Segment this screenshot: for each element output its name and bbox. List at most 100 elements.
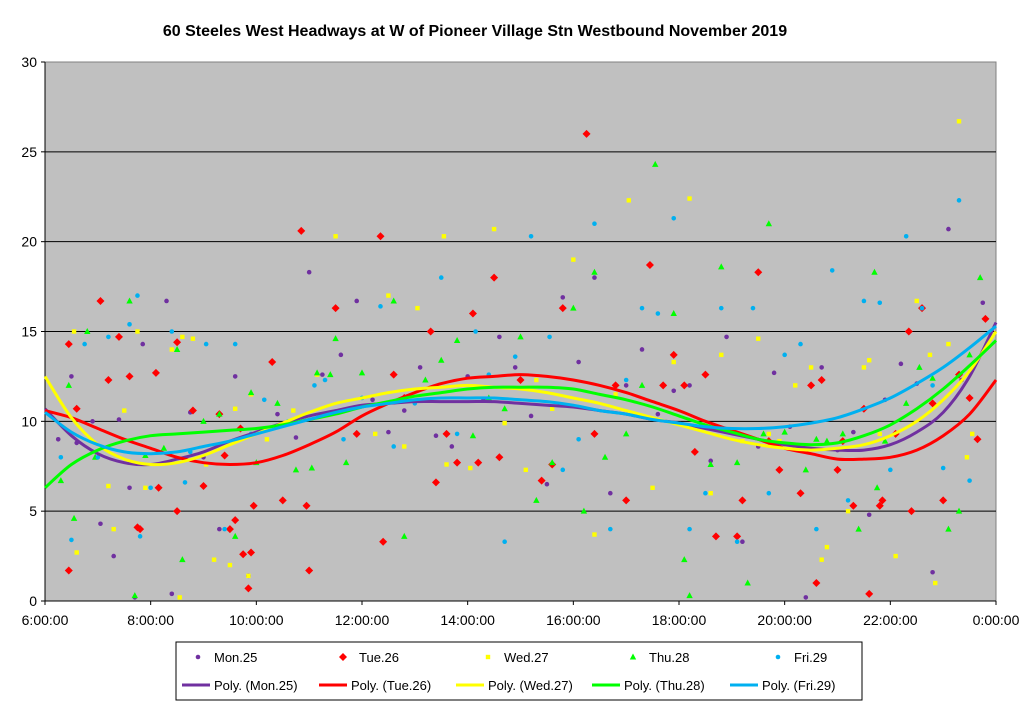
data-point-tue-26	[928, 399, 937, 408]
data-point-thu-28	[570, 304, 577, 311]
data-point-fri-29	[845, 498, 851, 503]
data-point-tue-26	[558, 304, 567, 313]
data-point-fri-29	[502, 539, 507, 545]
data-point-tue-26	[379, 537, 388, 546]
data-point-fri-29	[106, 334, 111, 340]
x-tick-label: 6:00:00	[22, 612, 69, 628]
data-point-mon-25	[592, 275, 597, 280]
y-tick-label: 5	[29, 503, 37, 519]
trendline-poly-tue-26	[44, 373, 998, 467]
data-point-fri-29	[814, 526, 819, 532]
data-point-tue-26	[865, 589, 874, 598]
data-point-wed-27	[106, 483, 111, 489]
legend-marker-fri-29	[775, 654, 781, 660]
legend-label: Poly. (Thu.28)	[624, 678, 705, 693]
data-point-tue-26	[136, 525, 145, 534]
legend-label: Poly. (Tue.26)	[351, 678, 431, 693]
data-point-fri-29	[512, 354, 518, 359]
data-point-mon-25	[55, 437, 61, 442]
data-point-wed-27	[444, 462, 449, 467]
data-point-thu-28	[686, 592, 693, 599]
legend-label: Mon.25	[214, 650, 257, 665]
data-point-thu-28	[966, 351, 973, 358]
data-point-thu-28	[601, 453, 609, 460]
data-point-mon-25	[740, 539, 745, 545]
data-point-wed-27	[914, 298, 919, 304]
data-point-thu-28	[390, 297, 397, 304]
data-point-fri-29	[655, 311, 661, 316]
data-point-wed-27	[808, 365, 814, 370]
data-point-mon-25	[771, 370, 777, 376]
y-tick-label: 20	[21, 234, 37, 250]
data-point-tue-26	[907, 507, 916, 516]
data-point-tue-26	[754, 268, 763, 277]
x-tick-label: 8:00:00	[127, 612, 174, 628]
data-point-thu-28	[358, 369, 366, 376]
data-point-thu-28	[247, 389, 255, 396]
data-point-thu-28	[173, 345, 181, 352]
data-point-tue-26	[453, 458, 462, 467]
data-point-tue-26	[690, 447, 699, 456]
data-point-fri-29	[137, 534, 143, 539]
data-point-tue-26	[474, 458, 483, 467]
data-point-fri-29	[322, 377, 328, 383]
data-point-thu-28	[453, 336, 461, 343]
data-point-fri-29	[623, 377, 629, 383]
x-tick-label: 12:00:00	[335, 612, 390, 628]
data-point-thu-28	[733, 459, 741, 466]
data-point-wed-27	[550, 406, 555, 411]
data-point-tue-26	[495, 453, 504, 462]
data-point-wed-27	[687, 196, 692, 201]
data-point-tue-26	[878, 496, 887, 505]
data-point-tue-26	[376, 232, 385, 241]
data-point-thu-28	[332, 335, 339, 342]
y-tick-label: 10	[21, 413, 37, 429]
data-point-wed-27	[708, 491, 713, 496]
data-point-thu-28	[274, 399, 281, 406]
data-point-thu-28	[760, 430, 767, 437]
data-point-thu-28	[813, 435, 820, 442]
data-point-tue-26	[622, 496, 631, 505]
data-point-thu-28	[313, 369, 321, 376]
data-point-tue-26	[659, 381, 668, 390]
legend-marker-mon-25	[195, 654, 201, 660]
data-point-tue-26	[680, 381, 689, 390]
data-point-thu-28	[327, 371, 334, 378]
data-point-tue-26	[64, 566, 73, 575]
data-point-mon-25	[980, 300, 986, 306]
data-point-thu-28	[517, 333, 524, 340]
data-point-wed-27	[626, 198, 632, 203]
data-point-mon-25	[671, 388, 677, 394]
data-point-mon-25	[164, 298, 169, 304]
data-point-tue-26	[981, 314, 990, 323]
data-point-thu-28	[84, 328, 91, 334]
data-point-tue-26	[590, 429, 599, 438]
data-point-fri-29	[58, 454, 64, 460]
data-point-mon-25	[449, 444, 455, 449]
data-point-mon-25	[819, 365, 824, 370]
legend-label: Wed.27	[504, 650, 549, 665]
data-point-mon-25	[116, 417, 122, 422]
data-point-thu-28	[929, 374, 936, 381]
data-point-tue-26	[231, 516, 240, 525]
data-point-wed-27	[373, 431, 378, 437]
data-point-tue-26	[875, 501, 884, 510]
data-point-fri-29	[312, 383, 317, 388]
data-point-thu-28	[744, 579, 751, 586]
data-point-fri-29	[69, 537, 74, 543]
data-point-wed-27	[333, 234, 338, 239]
data-point-tue-26	[352, 429, 361, 438]
data-point-thu-28	[232, 532, 239, 539]
legend: Mon.25 Tue.26 Wed.27 Thu.28 Fri.29 Poly. (Mon…	[175, 641, 863, 701]
data-point-mon-25	[866, 512, 872, 518]
data-point-mon-25	[69, 374, 74, 379]
data-point-mon-25	[98, 521, 103, 527]
data-point-fri-29	[592, 221, 597, 226]
data-point-thu-28	[179, 556, 186, 563]
data-point-wed-27	[592, 532, 597, 537]
data-point-wed-27	[534, 377, 539, 383]
data-point-tue-26	[490, 273, 499, 282]
x-tick-label: 10:00:00	[229, 612, 284, 628]
data-point-fri-29	[261, 397, 267, 403]
data-point-thu-28	[652, 160, 659, 167]
